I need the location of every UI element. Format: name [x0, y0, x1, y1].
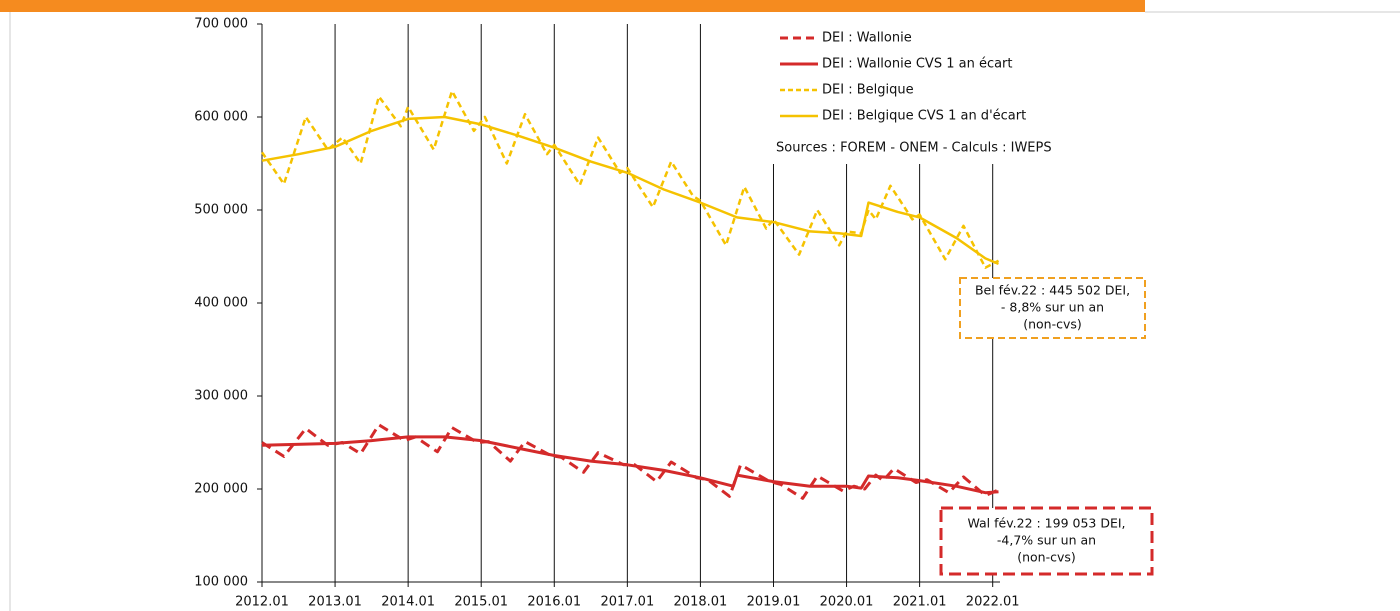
x-tick-label: 2012.01: [235, 595, 289, 610]
annotation-text: (non-cvs): [1023, 317, 1082, 332]
x-tick-label: 2022.01: [966, 595, 1020, 610]
y-tick-label: 300 000: [194, 389, 248, 404]
annotation-box: [959, 277, 1146, 339]
annotation-text: Bel fév.22 : 445 502 DEI,: [975, 283, 1130, 298]
annotation: Wal fév.22 : 199 053 DEI, -4,7% sur un an…: [939, 506, 1154, 576]
y-tick-label: 400 000: [194, 296, 248, 311]
legend-label: DEI : Wallonie CVS 1 an écart: [822, 57, 1013, 72]
x-tick-label: 2013.01: [308, 595, 362, 610]
annotation-text: (non-cvs): [1017, 550, 1076, 565]
series-line: [261, 435, 999, 495]
annotation-box: [939, 506, 1154, 576]
annotation-text: Wal fév.22 : 199 053 DEI,: [967, 516, 1125, 531]
x-tick-label: 2018.01: [674, 595, 728, 610]
x-tick-label: 2015.01: [454, 595, 508, 610]
header-bar: [0, 0, 1145, 12]
y-tick-label: 600 000: [194, 110, 248, 125]
source-note: Sources : FOREM - ONEM - Calculs : IWEPS: [776, 141, 1052, 156]
x-tick-label: 2014.01: [381, 595, 435, 610]
y-tick-label: 500 000: [194, 203, 248, 218]
series-line: [261, 115, 999, 266]
series-line: [260, 89, 1000, 269]
legend-label: DEI : Belgique CVS 1 an d'écart: [822, 109, 1026, 124]
annotation-text: -4,7% sur un an: [997, 533, 1096, 548]
y-tick-label: 200 000: [194, 482, 248, 497]
legend-label: DEI : Belgique: [822, 83, 914, 98]
x-tick-label: 2016.01: [527, 595, 581, 610]
x-tick-label: 2019.01: [747, 595, 801, 610]
legend-label: DEI : Wallonie: [822, 31, 912, 46]
annotation: Bel fév.22 : 445 502 DEI, - 8,8% sur un a…: [959, 277, 1146, 339]
annotation-text: - 8,8% sur un an: [1001, 300, 1104, 315]
y-tick-label: 700 000: [194, 17, 248, 32]
y-tick-label: 100 000: [194, 575, 248, 590]
x-tick-label: 2021.01: [893, 595, 947, 610]
x-tick-label: 2017.01: [600, 595, 654, 610]
legend-box: [770, 24, 1100, 164]
series-line: [261, 423, 1000, 500]
x-tick-label: 2020.01: [820, 595, 874, 610]
